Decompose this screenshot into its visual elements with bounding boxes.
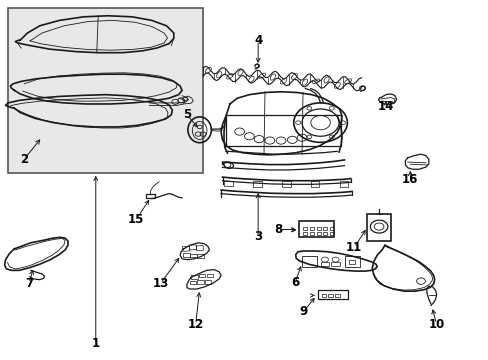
Bar xyxy=(302,256,316,267)
Bar xyxy=(281,181,290,186)
Bar xyxy=(310,181,319,186)
Bar xyxy=(328,294,332,297)
Text: 3: 3 xyxy=(254,230,262,243)
Text: 2: 2 xyxy=(20,153,28,166)
Text: 14: 14 xyxy=(377,100,393,113)
Bar xyxy=(344,256,359,267)
Bar xyxy=(320,262,329,266)
Text: 1: 1 xyxy=(92,337,100,350)
Bar xyxy=(303,231,306,234)
Bar xyxy=(183,253,189,257)
Bar xyxy=(224,181,232,186)
Bar xyxy=(316,227,320,230)
Bar xyxy=(146,194,155,198)
Text: 10: 10 xyxy=(427,318,444,331)
Text: 16: 16 xyxy=(401,173,418,186)
Bar xyxy=(196,246,203,251)
Bar xyxy=(339,181,347,186)
Bar xyxy=(197,280,203,284)
Bar xyxy=(323,231,327,234)
Bar xyxy=(196,254,203,258)
Bar xyxy=(303,227,306,230)
Bar xyxy=(323,227,327,230)
Bar xyxy=(317,290,347,299)
Bar xyxy=(321,294,326,297)
Text: 12: 12 xyxy=(187,318,203,331)
Text: 15: 15 xyxy=(128,213,144,226)
Text: 7: 7 xyxy=(25,277,33,290)
Text: 4: 4 xyxy=(253,33,262,47)
Bar xyxy=(189,281,196,284)
Bar xyxy=(191,275,197,279)
Text: 13: 13 xyxy=(152,277,168,290)
Text: 6: 6 xyxy=(290,276,299,289)
Bar xyxy=(309,231,313,234)
Bar xyxy=(366,214,390,241)
Text: 9: 9 xyxy=(298,306,306,319)
Bar xyxy=(252,181,261,186)
Bar xyxy=(316,231,320,234)
Bar xyxy=(309,227,313,230)
Bar xyxy=(182,246,189,251)
Bar xyxy=(330,227,333,230)
Text: 8: 8 xyxy=(274,223,282,236)
Text: 11: 11 xyxy=(346,241,362,254)
Bar xyxy=(330,262,339,266)
Bar xyxy=(206,274,213,277)
Bar xyxy=(204,280,211,284)
Bar xyxy=(189,253,196,257)
Text: 5: 5 xyxy=(183,108,191,121)
Bar xyxy=(348,260,354,264)
Bar xyxy=(8,8,203,173)
Bar xyxy=(199,274,205,277)
Bar xyxy=(334,294,339,297)
Bar xyxy=(299,221,333,237)
Bar xyxy=(330,231,333,234)
Bar xyxy=(189,245,196,250)
